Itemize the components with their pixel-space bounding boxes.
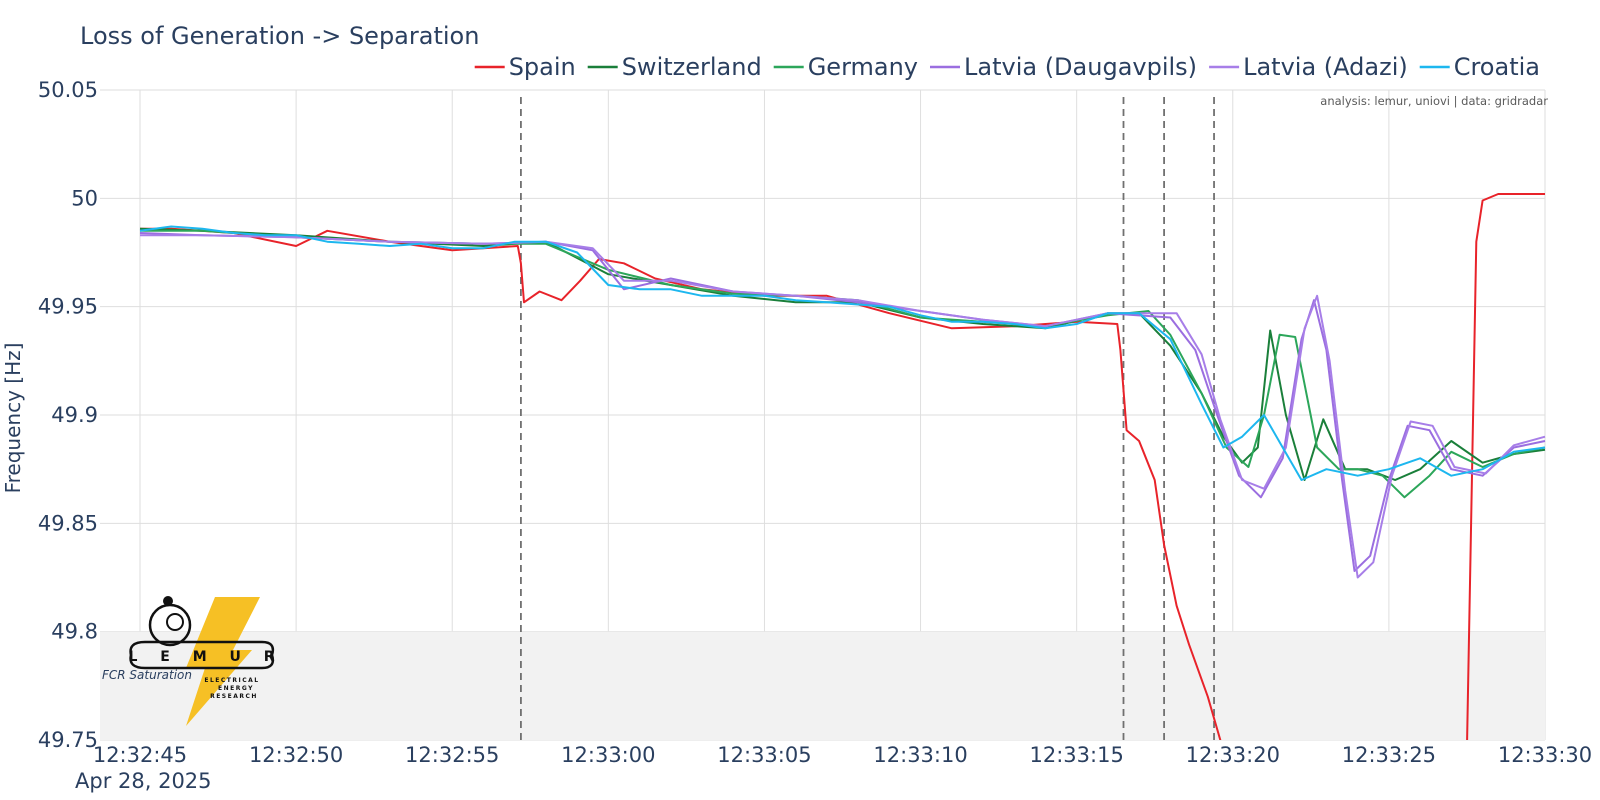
y-tick-label: 50: [71, 186, 98, 210]
series-line-germany: [140, 229, 1546, 499]
x-tick-label: 12:32:45: [93, 743, 187, 767]
x-tick-label: 12:33:25: [1342, 743, 1436, 767]
lemur-logo: L E M U R ELECTRICAL ENERGY RESEARCH: [128, 596, 283, 726]
fcr-saturation-label: FCR Saturation: [102, 668, 192, 682]
x-tick-label: 12:32:55: [405, 743, 499, 767]
x-tick-label: 12:33:30: [1498, 743, 1592, 767]
legend-item[interactable]: Latvia (Adazi): [1209, 53, 1408, 81]
legend-item[interactable]: Germany: [773, 53, 918, 81]
x-tick-label: 12:33:10: [873, 743, 967, 767]
lightning-bolt-icon: [186, 597, 260, 726]
series-line-croatia: [139, 225, 1546, 481]
x-axis-ticks: 12:32:45 12:32:50 12:32:55 12:33:00 12:33:05…: [93, 743, 1592, 767]
y-tick-label: 49.9: [51, 403, 98, 427]
series-line-switzerland: [139, 227, 1546, 481]
legend-item[interactable]: Switzerland: [587, 53, 762, 81]
series-line-latvia-daugavpils: [139, 232, 1546, 572]
legend-label: Latvia (Adazi): [1243, 53, 1408, 81]
y-tick-label: 49.8: [51, 620, 98, 644]
legend-label: Latvia (Daugavpils): [964, 53, 1197, 81]
y-tick-label: 49.75: [38, 728, 98, 752]
legend-label: Switzerland: [622, 53, 762, 81]
logo-sub-3: RESEARCH: [210, 693, 258, 700]
series-line-latvia-adazi: [140, 234, 1546, 579]
credit-text: analysis: lemur, uniovi | data: gridrada…: [1320, 94, 1548, 108]
x-axis-date-label: Apr 28, 2025: [75, 769, 212, 793]
legend-label: Spain: [509, 53, 576, 81]
series-lines: [139, 193, 1546, 740]
chart-title: Loss of Generation -> Separation: [80, 22, 479, 50]
legend-item[interactable]: Latvia (Daugavpils): [930, 53, 1197, 81]
legend-label: Germany: [808, 53, 918, 81]
x-tick-label: 12:33:05: [717, 743, 811, 767]
y-tick-label: 49.85: [38, 511, 98, 535]
legend-item[interactable]: Spain: [474, 53, 576, 81]
fcr-saturation-band: [100, 631, 1545, 740]
logo-sub-1: ELECTRICAL: [204, 677, 259, 684]
legend-label: Croatia: [1454, 53, 1540, 81]
x-tick-label: 12:32:50: [249, 743, 343, 767]
x-tick-label: 12:33:20: [1186, 743, 1280, 767]
x-tick-label: 12:33:00: [561, 743, 655, 767]
logo-wordmark: L E M U R: [128, 649, 283, 665]
y-axis-label: Frequency [Hz]: [1, 343, 25, 494]
legend-item[interactable]: Croatia: [1419, 53, 1540, 81]
legend[interactable]: Spain Switzerland Germany Latvia (Daugavpil…: [474, 53, 1540, 81]
y-axis-ticks: 50.05 50 49.95 49.9 49.85 49.8 49.75: [38, 78, 98, 752]
x-tick-label: 12:33:15: [1030, 743, 1124, 767]
y-tick-label: 49.95: [38, 295, 98, 319]
y-tick-label: 50.05: [38, 78, 98, 102]
logo-sub-2: ENERGY: [218, 685, 254, 692]
